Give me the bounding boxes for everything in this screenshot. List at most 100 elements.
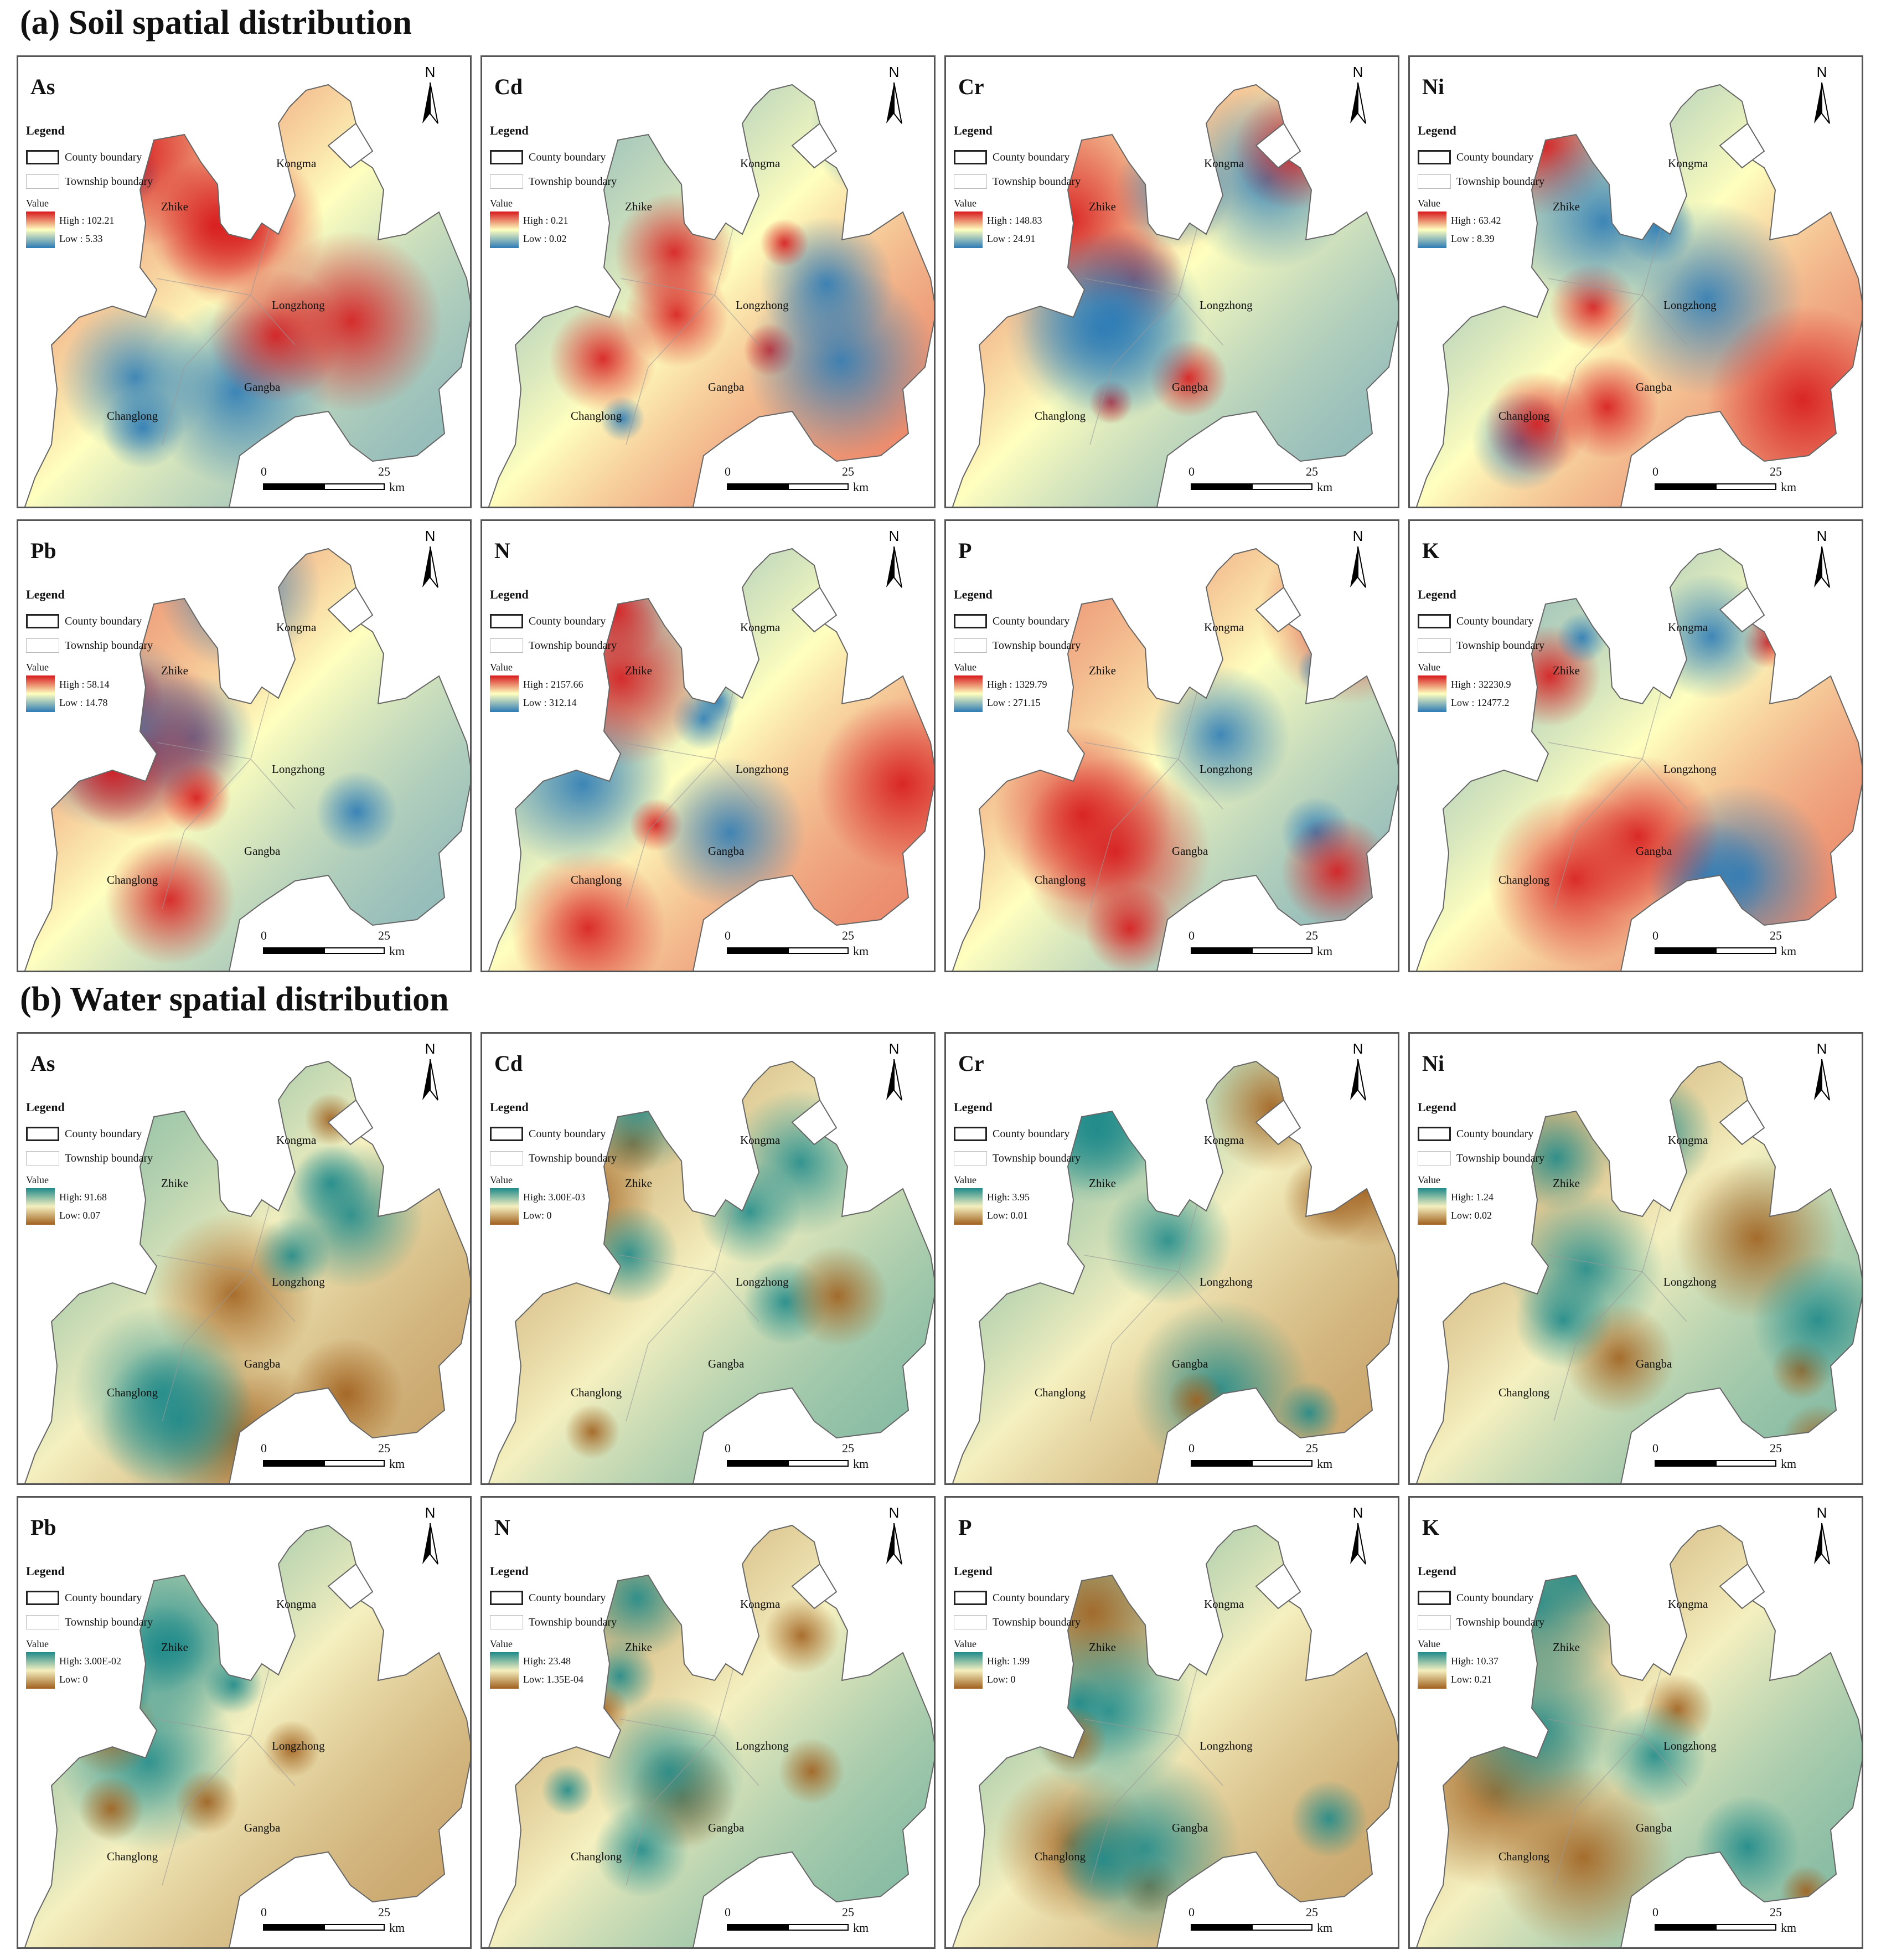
town-label: Kongma	[740, 621, 781, 634]
scale-bar: 0 25 km	[1642, 929, 1796, 958]
town-label: Gangba	[1172, 380, 1208, 394]
scale-bar: 0 25 km	[1642, 1905, 1796, 1935]
surface-blob	[209, 269, 343, 403]
surface-blob	[594, 1802, 689, 1897]
legend-title: Legend	[26, 587, 65, 601]
legend-township: Township boundary	[1418, 1614, 1544, 1631]
town-label: Changlong	[107, 1386, 158, 1399]
legend-title: Legend	[1418, 123, 1456, 137]
town-label: Zhike	[1089, 1177, 1116, 1190]
value-ramp: High : 63.42 Low : 8.39	[1418, 212, 1544, 248]
town-label: Zhike	[161, 664, 188, 677]
value-ramp: High: 23.48 Low: 1.35E-04	[490, 1652, 617, 1689]
legend-township: Township boundary	[954, 1614, 1081, 1631]
color-ramp	[490, 675, 519, 712]
high-value: High : 102.21	[59, 215, 115, 226]
color-ramp	[490, 212, 519, 248]
svg-text:N: N	[1353, 64, 1363, 80]
town-label: Longzhong	[1663, 762, 1717, 776]
legend-county: County boundary	[954, 149, 1081, 166]
county-boundary	[1416, 1524, 1862, 1947]
svg-text:N: N	[1353, 1504, 1363, 1521]
value-label: Value	[954, 1174, 976, 1185]
town-label: Zhike	[1553, 1177, 1580, 1190]
town-label: Changlong	[571, 1850, 622, 1863]
surface-blob	[1167, 1371, 1226, 1430]
county-swatch	[1418, 1591, 1451, 1605]
high-value: High : 148.83	[987, 215, 1042, 226]
county-swatch	[954, 1591, 987, 1605]
surface-blob	[73, 1304, 251, 1482]
town-label: Longzhong	[272, 298, 325, 312]
scale-unit: km	[1317, 1457, 1333, 1471]
svg-text:N: N	[889, 1040, 900, 1057]
high-value: High: 1.99	[987, 1655, 1030, 1667]
element-label: K	[1422, 1515, 1440, 1540]
surface-blob	[1103, 1175, 1233, 1305]
legend: Legend County boundary Township boundary…	[490, 1564, 617, 1689]
scale-unit: km	[1317, 944, 1333, 958]
town-label: Kongma	[276, 1597, 317, 1611]
township-label: Township boundary	[993, 639, 1081, 652]
county-boundary	[24, 1060, 470, 1483]
town-label: Changlong	[1035, 1386, 1086, 1399]
low-value: Low : 312.14	[523, 697, 577, 708]
county-boundary	[488, 84, 934, 507]
scale-zero: 0	[1652, 1905, 1658, 1919]
element-label: Ni	[1422, 1051, 1444, 1076]
town-label: Zhike	[161, 1641, 188, 1654]
town-label: Zhike	[1553, 200, 1580, 213]
scale-zero: 0	[1188, 929, 1195, 942]
town-label: Gangba	[1636, 1821, 1672, 1834]
scale-unit: km	[1781, 1457, 1797, 1471]
town-label: Kongma	[276, 1133, 317, 1147]
scale-bar: 0 25 km	[251, 929, 405, 958]
north-arrow-icon: N	[1350, 1040, 1366, 1101]
legend-county: County boundary	[490, 1126, 617, 1142]
surface-blob	[549, 305, 657, 412]
element-label: N	[494, 538, 510, 563]
legend-title: Legend	[954, 123, 993, 137]
town-label: Changlong	[1498, 409, 1550, 422]
color-ramp	[954, 212, 983, 248]
county-boundary	[1416, 1060, 1862, 1483]
scale-zero: 0	[1188, 1441, 1195, 1455]
town-label: Longzhong	[736, 762, 789, 776]
town-label: Longzhong	[272, 1275, 325, 1288]
value-label: Value	[26, 198, 49, 209]
north-arrow-icon: N	[886, 64, 902, 124]
town-label: Longzhong	[272, 762, 325, 776]
value-label: Value	[490, 662, 513, 673]
element-label: As	[30, 74, 55, 99]
legend-township: Township boundary	[954, 637, 1081, 654]
town-label: Changlong	[1498, 1850, 1550, 1863]
value-ramp: High: 1.99 Low: 0	[954, 1652, 1081, 1689]
element-label: Cd	[494, 1051, 523, 1076]
township-label: Township boundary	[529, 1616, 617, 1628]
value-label: Value	[26, 1174, 49, 1185]
scale-unit: km	[853, 944, 869, 958]
north-arrow-icon: N	[1814, 64, 1830, 124]
value-label: Value	[954, 1638, 976, 1649]
county-label: County boundary	[1456, 615, 1534, 627]
legend-county: County boundary	[26, 1126, 153, 1142]
legend: Legend County boundary Township boundary…	[490, 123, 617, 248]
scale-zero: 0	[261, 929, 267, 942]
legend-title: Legend	[1418, 1564, 1456, 1578]
scale-unit: km	[389, 480, 405, 494]
scale-unit: km	[1317, 480, 1333, 494]
town-label: Gangba	[708, 1821, 745, 1834]
low-value: Low: 0	[59, 1674, 88, 1685]
north-arrow-icon: N	[1350, 64, 1366, 124]
legend-township: Township boundary	[1418, 1150, 1544, 1167]
north-arrow-icon: N	[1814, 1040, 1830, 1101]
township-swatch	[26, 174, 59, 189]
scale-unit: km	[389, 1457, 405, 1471]
scale-zero: 0	[1188, 1905, 1195, 1919]
township-swatch	[954, 174, 987, 189]
town-label: Gangba	[708, 380, 745, 394]
township-swatch	[490, 638, 523, 653]
legend-title: Legend	[26, 1564, 65, 1578]
town-label: Zhike	[1089, 200, 1116, 213]
surface-blob	[1283, 1153, 1373, 1243]
